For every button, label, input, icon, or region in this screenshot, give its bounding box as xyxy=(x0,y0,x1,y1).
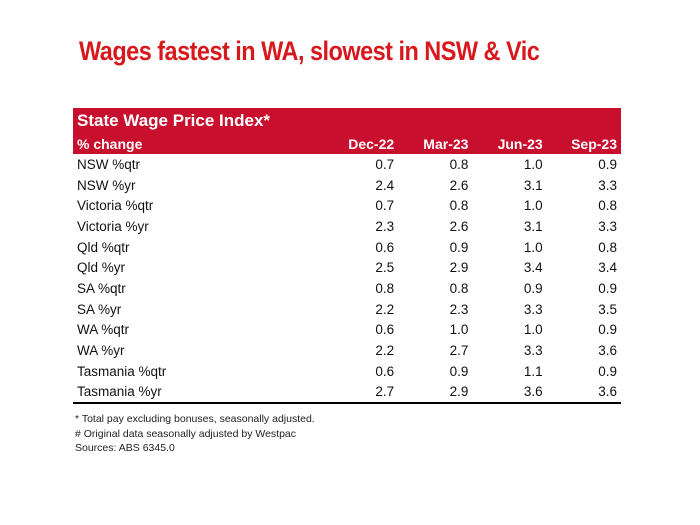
table-row: Qld %qtr 0.6 0.9 1.0 0.8 xyxy=(73,237,621,258)
wage-table-container: State Wage Price Index* % change Dec-22 … xyxy=(73,108,621,405)
table-cell: 3.6 xyxy=(472,381,547,405)
table-row: SA %yr 2.2 2.3 3.3 3.5 xyxy=(73,299,621,320)
table-body: NSW %qtr 0.7 0.8 1.0 0.9 NSW %yr 2.4 2.6 3.1 3.3 V… xyxy=(73,154,621,405)
table-cell: 2.9 xyxy=(449,260,469,276)
table-cell: 3.5 xyxy=(598,301,617,317)
table-cell: 3.3 xyxy=(598,218,617,234)
table-cell: 2.3 xyxy=(449,301,469,317)
wage-price-index-table: % change Dec-22 Mar-23 Jun-23 Sep-23 NSW… xyxy=(73,134,621,405)
table-cell: 3.6 xyxy=(546,381,621,405)
table-row: NSW %qtr 0.7 0.8 1.0 0.9 xyxy=(73,154,621,175)
table-cell: 0.6 xyxy=(375,363,395,379)
footnotes: * Total pay excluding bonuses, seasonall… xyxy=(75,412,315,456)
row-label: WA %qtr xyxy=(77,322,130,338)
table-cell: 0.8 xyxy=(449,156,469,172)
table-cell: 2.4 xyxy=(375,177,395,193)
table-row: WA %yr 2.2 2.7 3.3 3.6 xyxy=(73,340,621,361)
column-header: Sep-23 xyxy=(571,136,617,152)
table-cell: 3.3 xyxy=(523,301,543,317)
row-label: WA %yr xyxy=(77,343,125,359)
table-cell: 0.8 xyxy=(449,280,469,296)
table-row: SA %qtr 0.8 0.8 0.9 0.9 xyxy=(73,278,621,299)
table-row: Victoria %qtr 0.7 0.8 1.0 0.8 xyxy=(73,195,621,216)
table-cell: 3.3 xyxy=(598,177,617,193)
row-label: Tasmania %qtr xyxy=(77,363,167,379)
table-cell: 1.0 xyxy=(523,322,543,338)
table-cell: 2.2 xyxy=(375,301,395,317)
table-cell: 2.6 xyxy=(449,177,469,193)
table-cell: 0.6 xyxy=(375,239,395,255)
table-cell: 0.9 xyxy=(598,322,617,338)
table-cell: 2.3 xyxy=(375,218,395,234)
table-cell: 0.8 xyxy=(449,198,469,214)
row-label: Qld %qtr xyxy=(77,239,130,255)
table-cell: 0.9 xyxy=(598,363,617,379)
row-label: NSW %yr xyxy=(77,177,136,193)
row-label: SA %yr xyxy=(77,301,122,317)
table-row: NSW %yr 2.4 2.6 3.1 3.3 xyxy=(73,175,621,196)
table-row: Qld %yr 2.5 2.9 3.4 3.4 xyxy=(73,257,621,278)
table-cell: 1.0 xyxy=(523,156,543,172)
table-cell: 1.0 xyxy=(449,322,469,338)
table-cell: 2.6 xyxy=(449,218,469,234)
table-cell: 0.9 xyxy=(449,239,469,255)
table-cell: 3.1 xyxy=(523,177,543,193)
table-row: Tasmania %yr 2.7 2.9 3.6 3.6 xyxy=(73,381,621,405)
row-label: Qld %yr xyxy=(77,260,126,276)
table-cell: 2.7 xyxy=(449,343,469,359)
column-header: Dec-22 xyxy=(348,136,395,152)
table-title: State Wage Price Index* xyxy=(73,108,621,134)
table-cell: 0.9 xyxy=(523,280,543,296)
table-cell: 3.4 xyxy=(523,260,543,276)
footnote-westpac: # Original data seasonally adjusted by W… xyxy=(75,427,297,440)
table-cell: 2.2 xyxy=(375,343,395,359)
table-cell: 2.7 xyxy=(323,381,399,405)
row-label: NSW %qtr xyxy=(77,156,141,172)
row-label: Victoria %yr xyxy=(77,218,149,234)
table-row: Tasmania %qtr 0.6 0.9 1.1 0.9 xyxy=(73,361,621,382)
table-cell: 2.5 xyxy=(375,260,395,276)
table-cell: 1.0 xyxy=(523,239,543,255)
table-cell: 2.9 xyxy=(398,381,473,405)
table-cell: 0.8 xyxy=(375,280,395,296)
table-cell: 3.3 xyxy=(523,343,543,359)
table-cell: 1.1 xyxy=(523,363,543,379)
row-label: SA %qtr xyxy=(77,280,126,296)
table-cell: 0.8 xyxy=(598,239,617,255)
table-header-row: % change Dec-22 Mar-23 Jun-23 Sep-23 xyxy=(73,134,621,154)
table-cell: 0.9 xyxy=(449,363,469,379)
table-row: WA %qtr 0.6 1.0 1.0 0.9 xyxy=(73,320,621,341)
table-cell: 0.9 xyxy=(598,156,617,172)
headline: Wages fastest in WA, slowest in NSW & Vi… xyxy=(79,36,540,66)
table-cell: 1.0 xyxy=(523,198,543,214)
table-cell: 3.4 xyxy=(598,260,617,276)
table-cell: 0.8 xyxy=(598,198,617,214)
row-label: Victoria %qtr xyxy=(77,198,154,214)
table-row: Victoria %yr 2.3 2.6 3.1 3.3 xyxy=(73,216,621,237)
footnote-bonuses: * Total pay excluding bonuses, seasonall… xyxy=(75,413,315,425)
column-header: Mar-23 xyxy=(423,136,469,152)
table-cell: 3.1 xyxy=(523,218,543,234)
table-cell: 3.6 xyxy=(598,343,617,359)
table-cell: 0.7 xyxy=(375,198,395,214)
row-label: Tasmania %yr xyxy=(73,381,324,405)
table-cell: 0.7 xyxy=(375,156,395,172)
header-label: % change xyxy=(77,136,143,152)
sources-note: Sources: ABS 6345.0 xyxy=(75,442,175,454)
table-cell: 0.9 xyxy=(598,280,617,296)
table-cell: 0.6 xyxy=(375,322,395,338)
column-header: Jun-23 xyxy=(497,136,543,152)
